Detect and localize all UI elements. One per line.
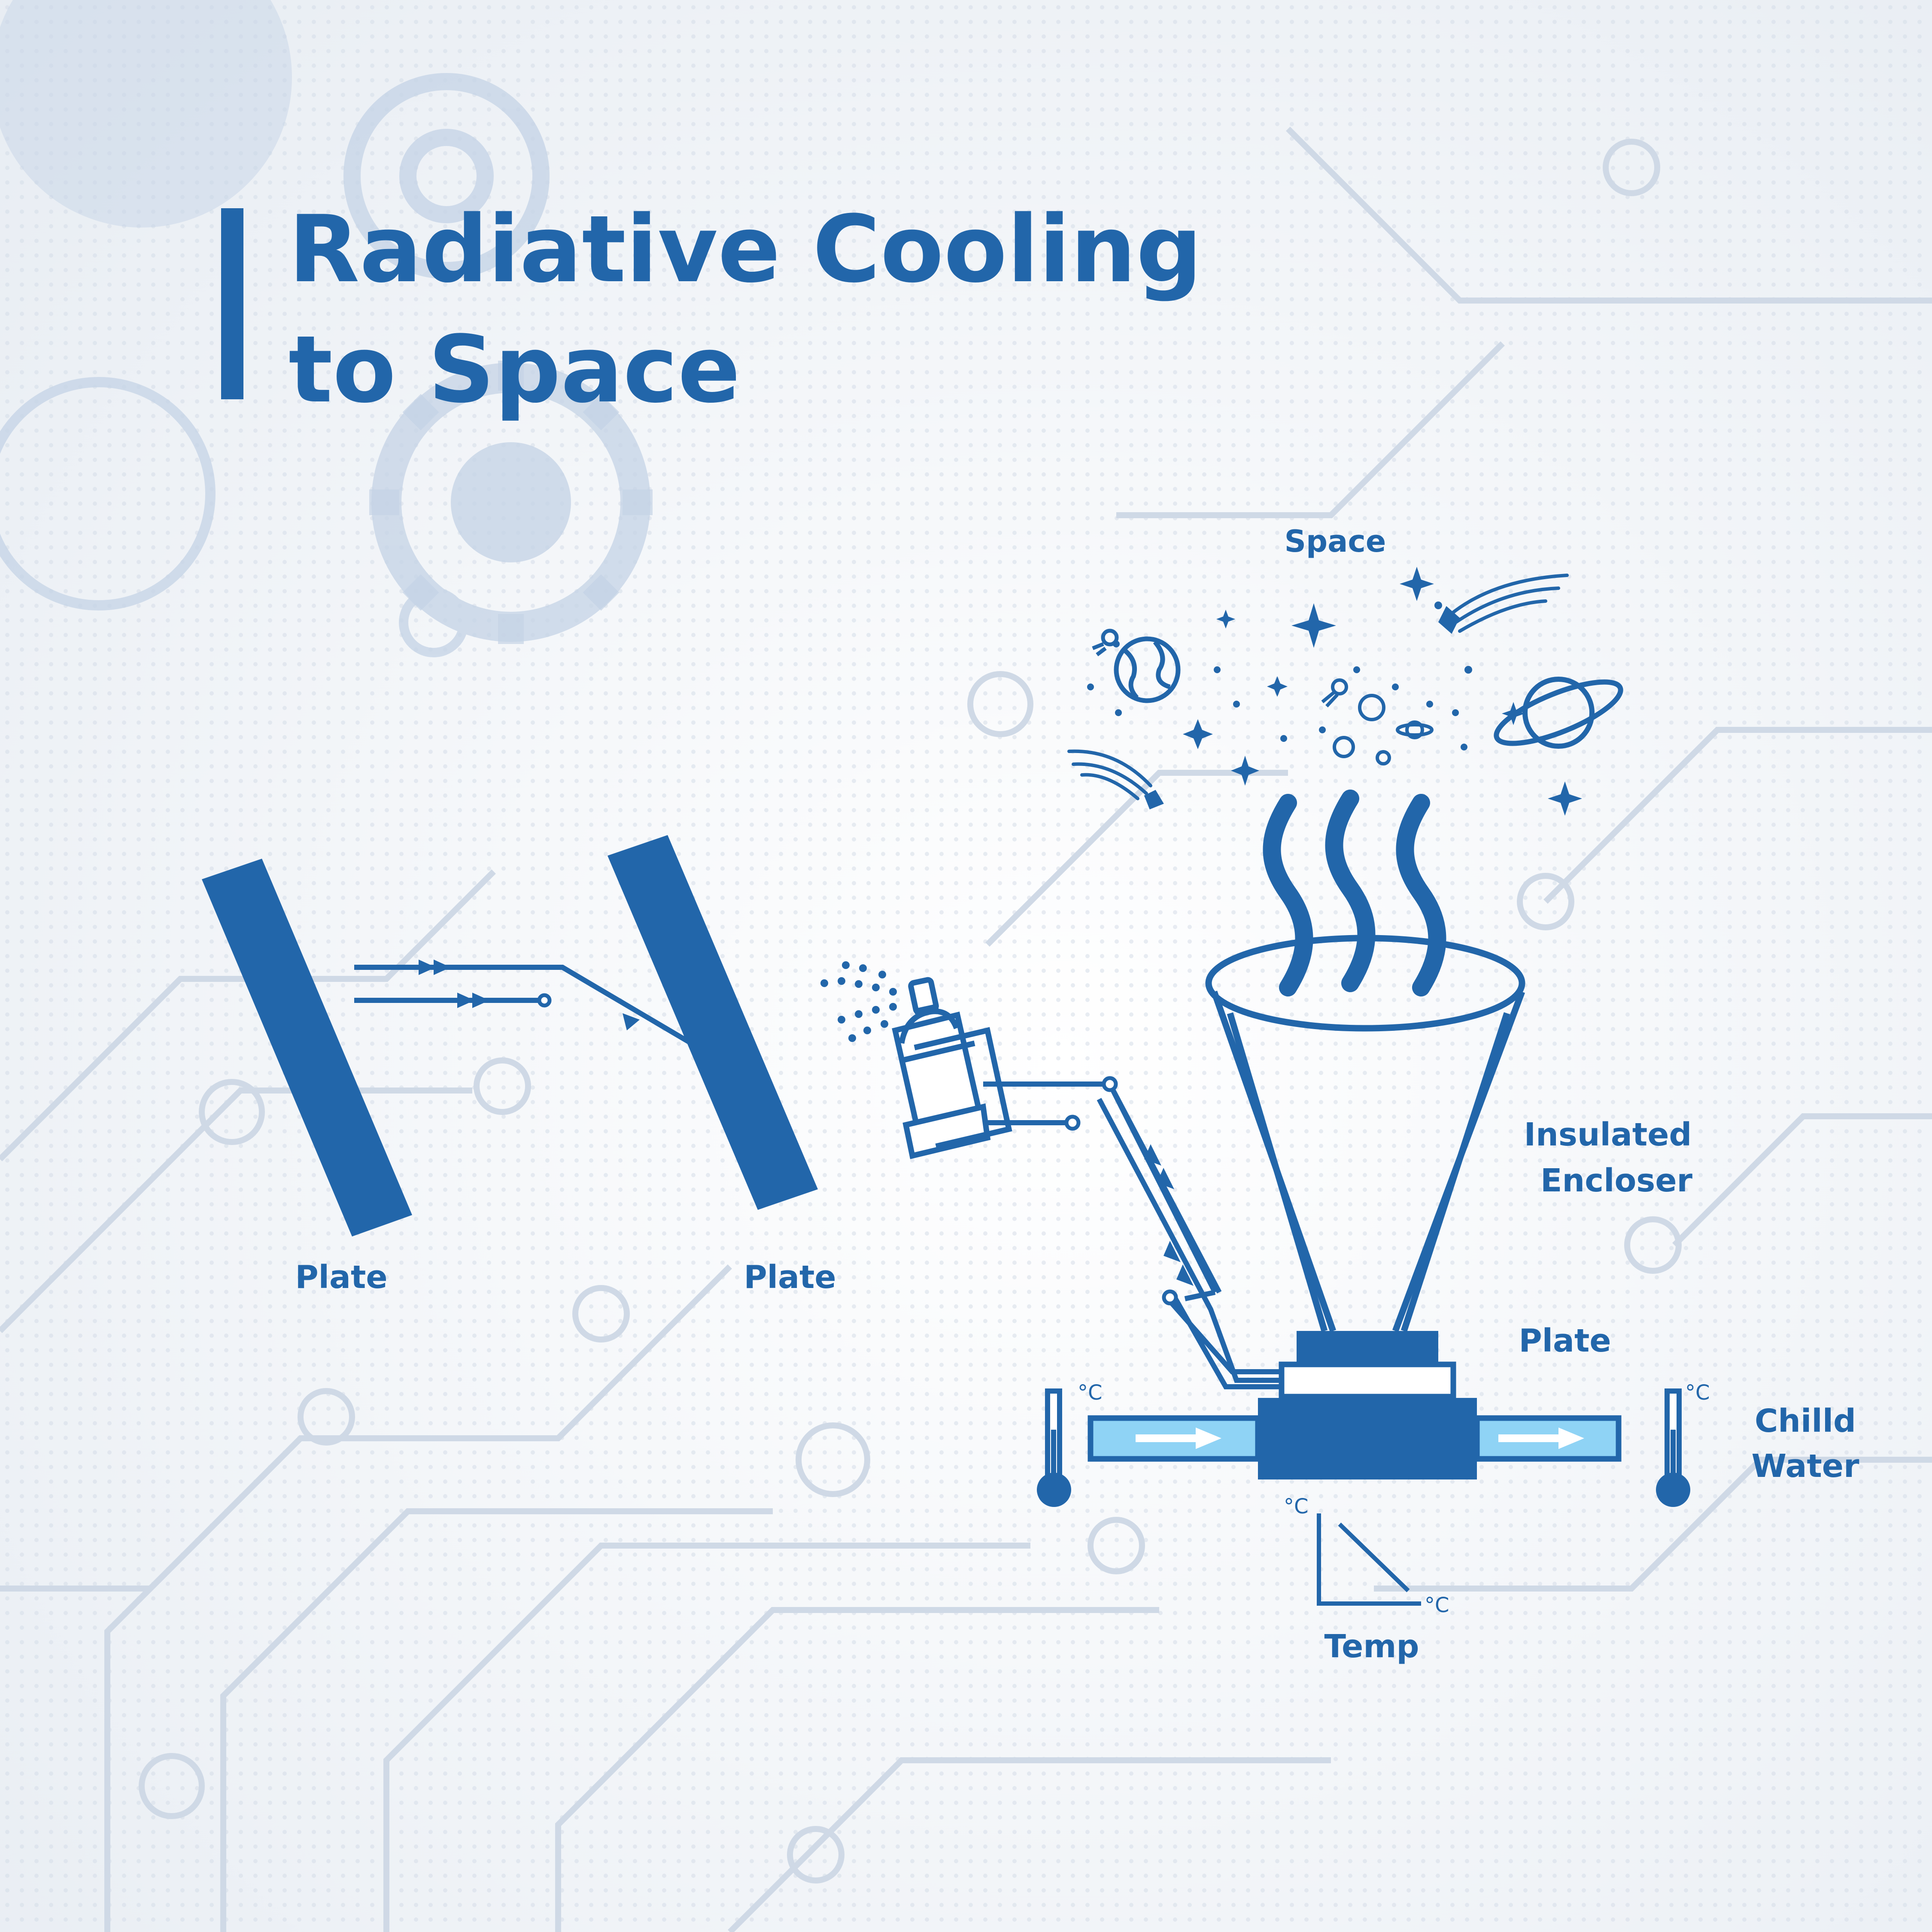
coolant-arrowheads (1144, 1144, 1194, 1286)
background-circuit (0, 127, 1932, 1932)
spray-can-icon (892, 977, 1012, 1159)
line-node (537, 993, 552, 1008)
small-planets-icon (1333, 694, 1434, 766)
meteor-icon (1321, 678, 1348, 708)
page-title-line1: Radiative Cooling (289, 195, 1202, 303)
coolant-lines-outer (1097, 1083, 1284, 1389)
background-circuit-nodes (139, 139, 1682, 1883)
bottom-plate (1297, 1331, 1438, 1363)
line-node (1162, 1289, 1178, 1306)
celsius-label-outlet: °C (1685, 1381, 1710, 1405)
water-label-line1: Chilld (1755, 1403, 1856, 1440)
arrowheads (419, 960, 640, 1030)
thermometer-icon-inlet (1037, 1388, 1071, 1507)
celsius-label-graph-x: °C (1425, 1593, 1449, 1617)
plate-label-left: Plate (295, 1259, 387, 1296)
space-label: Space (1285, 524, 1386, 559)
left-plate (202, 859, 412, 1236)
line-node (1102, 1076, 1118, 1092)
chilled-water-pipe (1088, 1415, 1622, 1462)
heat-waves-icon (1263, 790, 1446, 996)
comet-icon-left (1067, 749, 1164, 810)
plate-label-middle: Plate (744, 1259, 836, 1296)
water-label-line2: Water (1752, 1448, 1859, 1485)
temp-graph-icon (1317, 1513, 1421, 1606)
title-accent-bar (221, 208, 243, 399)
celsius-label-graph-y: °C (1284, 1495, 1309, 1519)
earth-icon (1114, 636, 1181, 703)
heat-exchanger (1258, 1398, 1477, 1479)
saturn-icon (1494, 677, 1623, 749)
temp-label: Temp (1324, 1628, 1419, 1665)
plate-label-bottom: Plate (1519, 1322, 1611, 1359)
line-node (1064, 1115, 1081, 1131)
spray-mist (820, 961, 897, 1042)
insulated-enclosure (1205, 935, 1525, 1332)
insulation-layer (1279, 1361, 1456, 1400)
celsius-label-inlet: °C (1078, 1381, 1103, 1405)
comet-icon-right (1438, 574, 1569, 634)
thermometer-icon-outlet (1656, 1388, 1690, 1507)
rocket-icon (1092, 629, 1119, 656)
page-title-line2: to Space (289, 316, 740, 423)
stars-icon (1087, 567, 1582, 816)
middle-plate (608, 835, 818, 1210)
enclosure-label-line1: Insulated (1524, 1116, 1692, 1153)
enclosure-label-line2: Encloser (1540, 1162, 1693, 1199)
